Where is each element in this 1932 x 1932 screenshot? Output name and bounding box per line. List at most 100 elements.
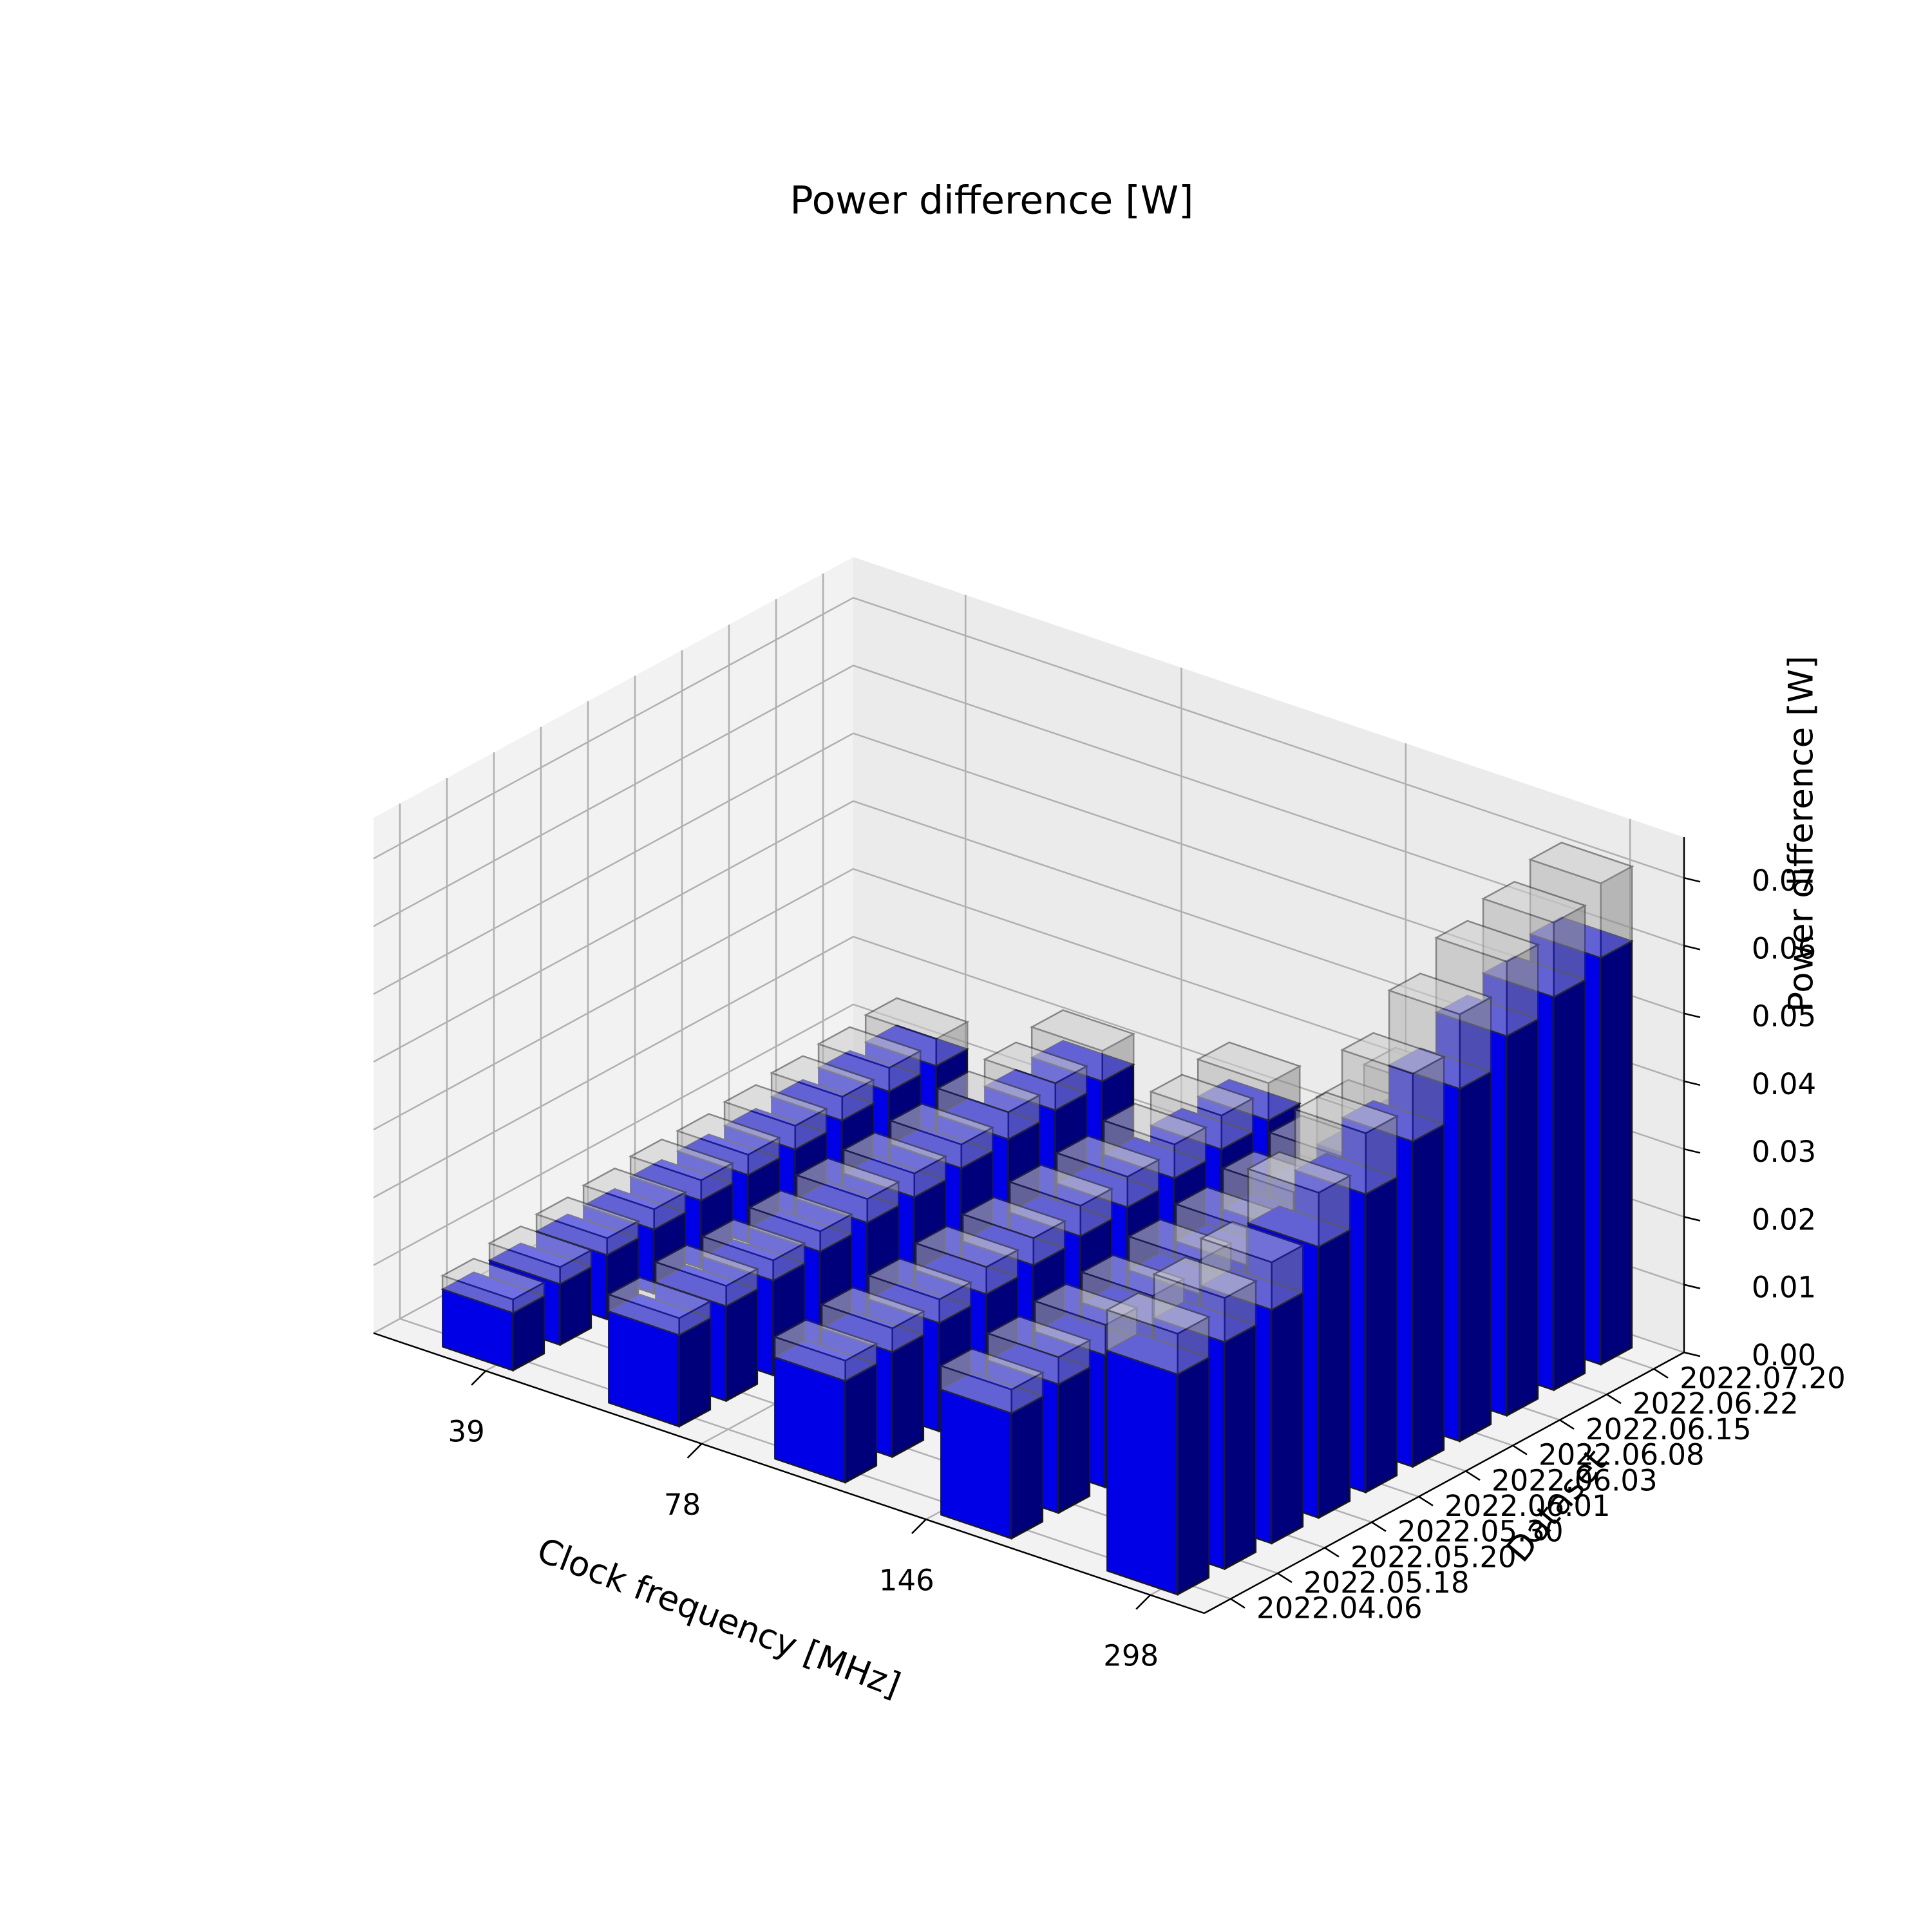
y-tick-label: 2022.05.30 [1397, 1515, 1564, 1549]
bar-gray-cap-top [816, 1026, 923, 1069]
z-tick-label: 0.01 [1752, 1271, 1816, 1305]
x-tick-label: 298 [1103, 1639, 1159, 1673]
bars [440, 842, 1634, 1596]
y-tick-mark [1230, 1598, 1245, 1609]
z-grid-line [373, 665, 1685, 947]
bar-gray-cap-top [1148, 1074, 1255, 1117]
bar-blue-side [725, 1288, 759, 1403]
y-tick-label: 2022.06.15 [1586, 1412, 1752, 1446]
y-tick-mark [1559, 1419, 1575, 1430]
z-tick-mark [1683, 1216, 1701, 1222]
z-tick-mark [1683, 1080, 1701, 1086]
bar-gray-cap [628, 1139, 735, 1202]
bar-gray-cap-top [1481, 880, 1587, 923]
y-tick-mark [1324, 1547, 1340, 1558]
bar-gray-cap-top [1198, 1220, 1305, 1264]
z-tick-label: 0.03 [1752, 1135, 1816, 1169]
bar-gray-cap [700, 1218, 807, 1282]
x-tick-mark [471, 1370, 487, 1386]
y-tick-mark [1277, 1572, 1293, 1584]
y-axis-line [1204, 1351, 1685, 1615]
bar-gray-cap-top [1151, 1256, 1258, 1299]
bar-gray-cap-top [1104, 1292, 1211, 1335]
bar-gray-cap-top [1245, 1151, 1352, 1194]
bar-gray-cap-top [1007, 1164, 1114, 1207]
bar-gray-cap-top [675, 1113, 782, 1156]
bar-blue-side [1365, 1176, 1398, 1494]
y-tick-mark [1512, 1444, 1528, 1455]
bar-blue-side [891, 1334, 925, 1459]
bar-gray-cap [653, 1244, 760, 1308]
x-tick-label: 78 [664, 1488, 701, 1522]
bar-gray-cap-top [985, 1315, 1092, 1358]
x-axis-line [373, 1332, 1205, 1615]
bar-gray-cap-top [1434, 920, 1540, 963]
z-tick-label: 0.07 [1752, 864, 1816, 898]
bar-gray-cap [772, 1319, 879, 1383]
bar-blue-side [844, 1363, 878, 1484]
bar-gray-cap [440, 1258, 547, 1314]
x-tick-mark [911, 1519, 927, 1535]
bar-gray-cap-top [1101, 1103, 1208, 1146]
bar-gray-cap-top [1340, 1032, 1446, 1075]
bar-gray-cap-top [938, 1348, 1045, 1391]
bar-gray-cap-top [440, 1258, 547, 1301]
bar-gray-cap [534, 1196, 641, 1256]
x-axis-title: Clock frequency [MHz] [532, 1531, 905, 1705]
bar-gray-cap-top [794, 1157, 901, 1200]
bar-gray-cap-top [722, 1084, 829, 1127]
z-tick-mark [1683, 945, 1701, 951]
bar-blue-side [1057, 1366, 1091, 1515]
z-tick-label: 0.04 [1752, 1067, 1816, 1101]
z-tick-label: 0.00 [1752, 1338, 1816, 1372]
bar-gray-cap-top [581, 1168, 688, 1211]
bar-blue-side [1506, 1018, 1539, 1417]
bar-blue-side [1318, 1229, 1351, 1519]
z-tick-mark [1683, 1148, 1701, 1154]
bar-gray-cap-top [653, 1244, 760, 1287]
bar-gray-cap-top [628, 1139, 735, 1182]
bar-blue-side [1412, 1123, 1445, 1468]
y-tick-label: 2022.07.20 [1680, 1361, 1846, 1396]
bar-gray-cap-top [864, 997, 970, 1040]
bar-gray-cap-top [534, 1196, 641, 1239]
bar-gray-cap-top [772, 1319, 879, 1362]
bar-blue-side [1600, 940, 1633, 1366]
bar-gray-cap [747, 1189, 854, 1253]
bar-gray-cap-top [1030, 1009, 1136, 1052]
bar-gray-cap-top [1387, 972, 1493, 1016]
bar-blue-side [1010, 1395, 1044, 1540]
z-grid-line [373, 732, 1685, 1014]
y-tick-label: 2022.06.22 [1633, 1387, 1799, 1421]
y-tick-mark [1465, 1470, 1481, 1481]
z-tick-mark [1683, 1012, 1701, 1018]
bar-gray-cap-top [935, 1070, 1042, 1113]
bar-blue-side [1553, 979, 1586, 1392]
z-tick-label: 0.05 [1752, 999, 1816, 1034]
z-tick-mark [1683, 1351, 1701, 1358]
bar-gray-cap-top [960, 1196, 1067, 1239]
z-tick-mark [1683, 876, 1701, 883]
axis-lines [373, 837, 1685, 1615]
bar-gray-cap-top [747, 1189, 854, 1233]
bar-gray-cap [938, 1348, 1045, 1415]
y-tick-label: 2022.05.18 [1303, 1566, 1470, 1600]
x-tick-label: 146 [879, 1563, 934, 1597]
chart-title: Power difference [W] [790, 178, 1194, 223]
bar-gray-cap-top [1196, 1041, 1302, 1084]
z-tick-mark [1683, 1283, 1701, 1289]
bar-blue-side [678, 1317, 712, 1428]
bar-gray-cap-top [606, 1276, 713, 1320]
y-tick-mark [1418, 1495, 1434, 1507]
z-tick-label: 0.06 [1752, 931, 1816, 965]
y-tick-mark [1606, 1394, 1622, 1405]
bar-blue-side [1177, 1356, 1210, 1596]
y-tick-mark [1653, 1368, 1669, 1379]
bar-gray-cap [487, 1225, 594, 1286]
bar-gray-cap-top [1293, 1092, 1399, 1135]
bar-blue-side [1459, 1070, 1492, 1443]
z-tick-label: 0.02 [1752, 1202, 1816, 1236]
y-tick-label: 2022.06.01 [1444, 1489, 1611, 1523]
y-tick-label: 2022.05.20 [1350, 1540, 1517, 1574]
